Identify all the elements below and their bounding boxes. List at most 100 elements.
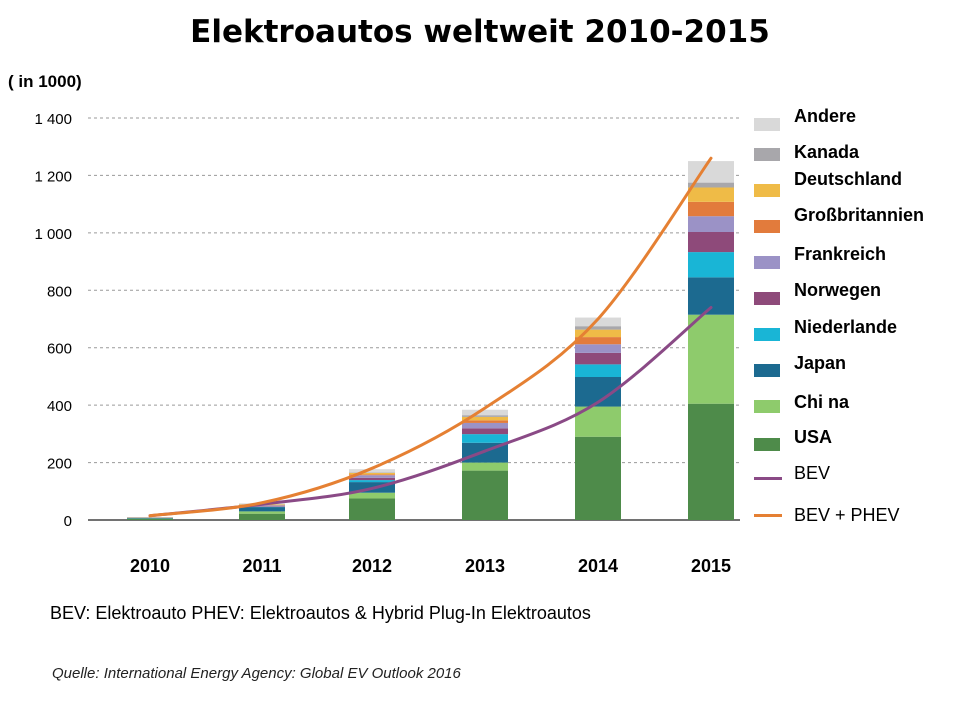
bar-segment [462,420,508,423]
bar-segment [575,317,621,327]
trend-line [148,306,713,518]
legend-label: Großbritannien [794,205,924,225]
legend-item: Chi na [750,104,955,413]
legend-label: Frankreich [794,244,887,264]
legend-item: USA [750,104,955,451]
bar-segment [462,416,508,421]
bar-segment [688,216,734,232]
bar-segment [688,403,734,520]
bar-segment [349,477,395,481]
x-tick-label: 2010 [130,556,170,576]
bar-segment [349,475,395,478]
legend-swatch [754,292,780,305]
legend-item: Japan [750,104,955,377]
bar-segment [239,511,285,514]
x-axis-ticks: 2010 2011 2012 2013 2014 2015 [130,556,731,576]
bar-stack-2015 [688,161,734,520]
y-tick-label: 400 [47,398,72,415]
legend-item: Kanada [750,104,955,162]
grid-lines [88,117,740,521]
bars [127,161,734,520]
x-tick-label: 2015 [691,556,731,576]
y-tick-label: 1 000 [34,226,72,243]
bar-segment [462,470,508,520]
bar-segment [688,314,734,404]
legend-label: USA [794,427,833,447]
legend-label: Niederlande [794,317,898,337]
y-unit-label: ( in 1000) [8,72,82,91]
bar-segment [349,498,395,520]
legend-label: Kanada [794,142,860,162]
bar-segment [688,201,734,217]
bar-segment [575,326,621,330]
bar-segment [575,337,621,345]
legend-label: Andere [794,106,857,126]
bar-segment [349,472,395,473]
y-tick-label: 1 400 [34,111,72,128]
legend-label: BEV [794,463,831,483]
legend-line [754,477,782,480]
bar-segment [575,329,621,338]
bar-segment [688,187,734,202]
bar-segment [349,480,395,483]
bar-segment [575,436,621,520]
legend-item: Niederlande [750,104,955,341]
legend-label: Norwegen [794,280,882,300]
y-tick-label: 1 200 [34,168,72,185]
bar-stack-2010 [127,517,173,520]
bar-segment [349,472,395,475]
bar-segment [239,507,285,512]
x-tick-label: 2014 [578,556,618,576]
abbreviation-note: BEV: Elektroauto PHEV: Elektroautos & Hy… [50,603,591,623]
bar-segment [462,415,508,417]
legend-item: Norwegen [750,104,955,305]
legend-swatch [754,328,780,341]
legend-swatch [754,184,780,197]
legend-line [754,514,782,517]
legend-item: BEV + PHEV [750,104,955,525]
legend: Andere Kanada Deutschland Großbritannien Fra… [750,104,955,534]
bar-segment [349,474,395,476]
legend-label: Japan [794,353,847,373]
bar-segment [239,505,285,507]
legend-item: Andere [750,104,955,136]
bar-segment [127,517,173,519]
legend-item: BEV [750,104,955,483]
chart-title: Elektroautos weltweit 2010-2015 [190,14,770,50]
bar-segment [462,434,508,443]
x-tick-label: 2012 [352,556,392,576]
bar-segment [688,252,734,278]
legend-item: Großbritannien [750,104,955,233]
bar-segment [575,364,621,378]
y-tick-label: 200 [47,456,72,473]
y-tick-label: 800 [47,283,72,300]
y-tick-label: 0 [64,513,72,530]
bar-segment [575,344,621,353]
legend-label: BEV + PHEV [794,505,900,525]
legend-swatch [754,364,780,377]
bar-segment [349,492,395,499]
bar-segment [575,352,621,365]
source-note: Quelle: International Energy Agency: Glo… [52,665,461,682]
bar-segment [462,409,508,416]
legend-label: Deutschland [794,169,903,189]
bar-segment [688,182,734,188]
legend-swatch [754,148,780,161]
y-tick-label: 600 [47,341,72,358]
trend-line [148,156,713,518]
bar-segment [462,422,508,429]
bar-stack-2012 [349,469,395,520]
bar-segment [688,231,734,253]
bar-segment [462,428,508,435]
legend-swatch [754,220,780,233]
bar-stack-2013 [462,409,508,520]
legend-swatch [754,256,780,269]
legend-swatch [754,118,780,131]
bar-segment [688,161,734,183]
bar-segment [239,506,285,507]
legend-swatch [754,400,780,413]
bar-stack-2014 [575,317,621,520]
y-axis-ticks: 0 200 400 600 800 1 000 1 200 1 400 [34,111,72,530]
bar-segment [349,469,395,473]
